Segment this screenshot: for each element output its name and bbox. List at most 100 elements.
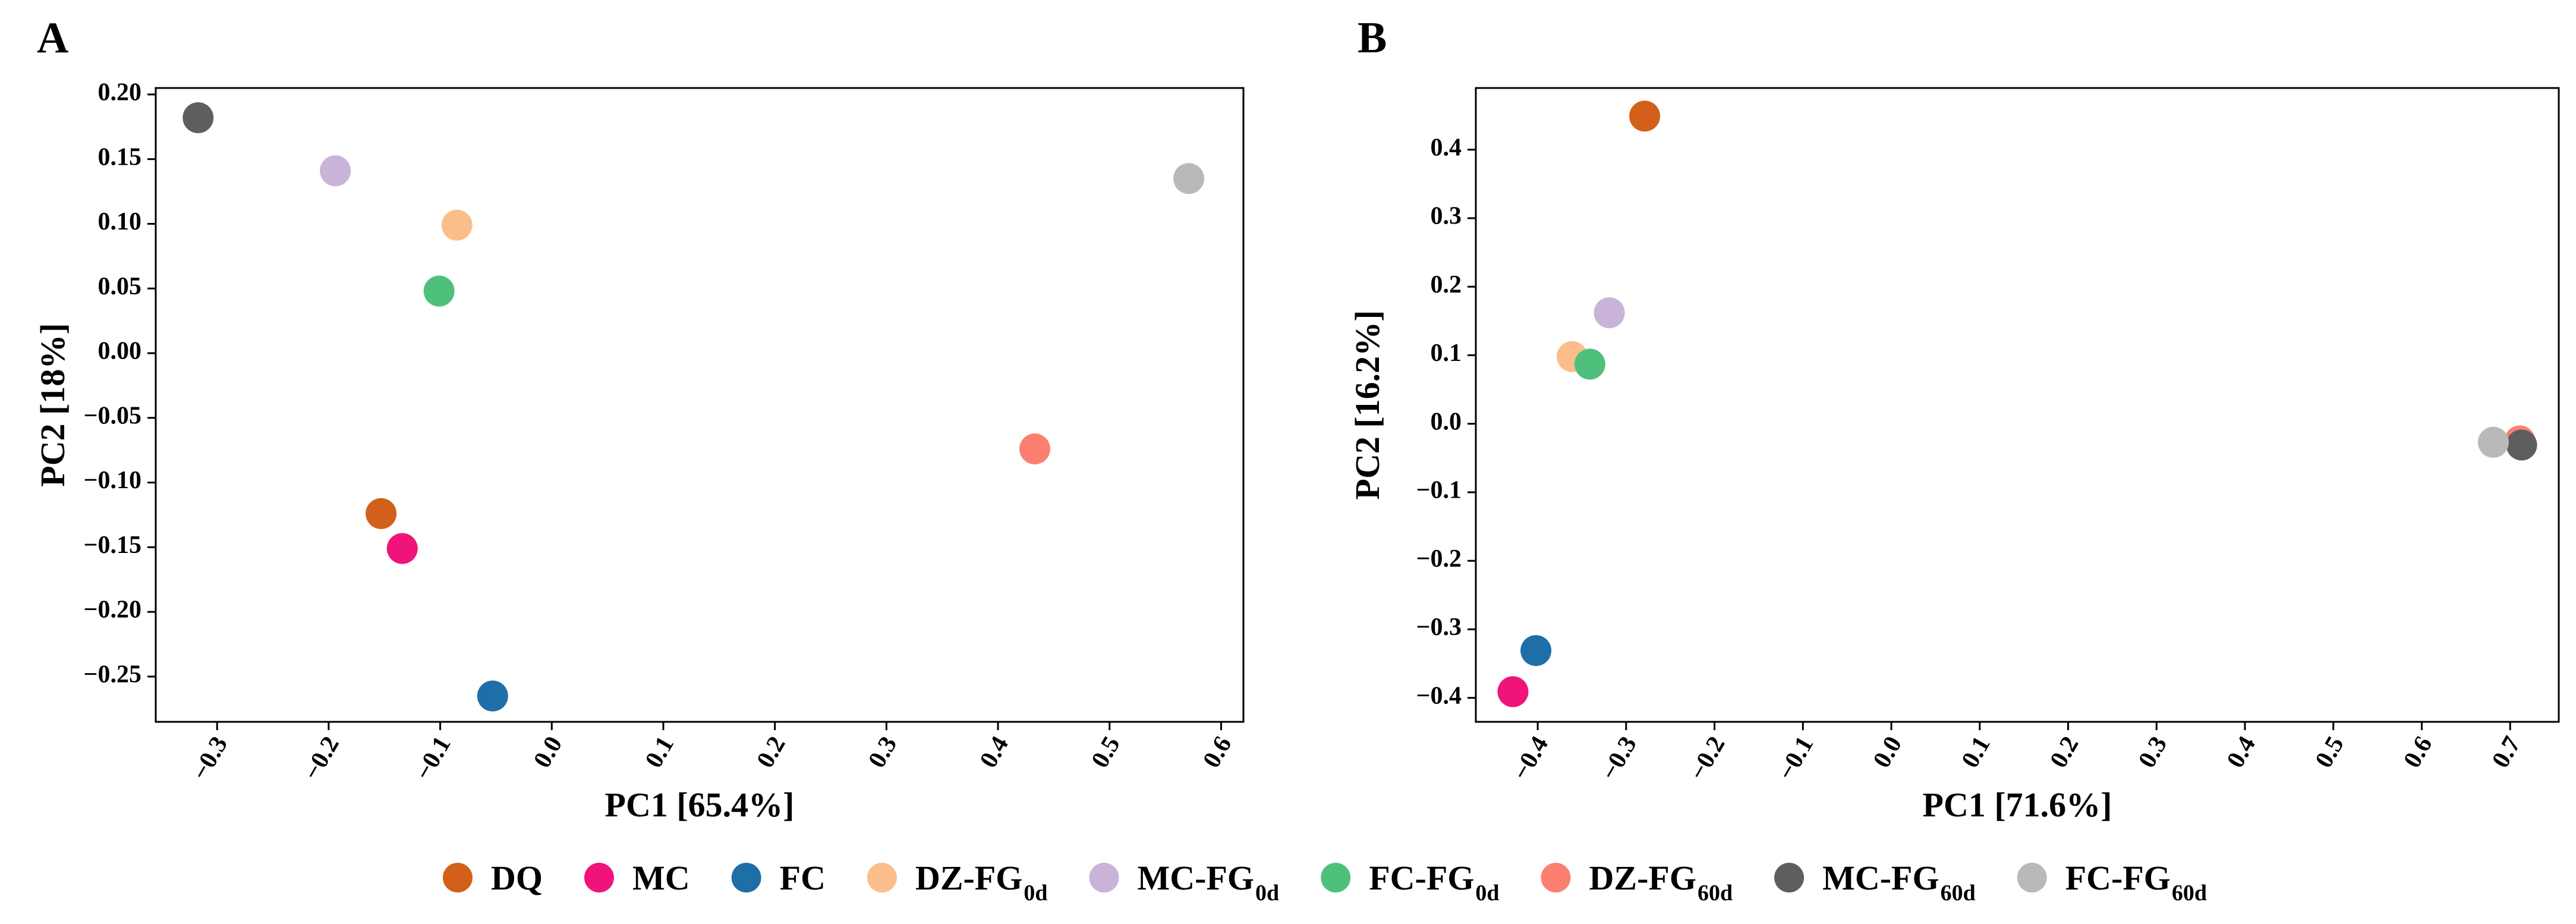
x-tick-label: 0.0	[1868, 732, 1907, 772]
legend-subscript: 60d	[1698, 881, 1733, 906]
panel-label: B	[1358, 14, 1387, 62]
y-tick-label: −0.05	[84, 402, 141, 429]
y-tick-label: −0.15	[84, 532, 141, 559]
legend-marker	[2017, 863, 2047, 892]
x-tick-label: −0.3	[1596, 732, 1642, 785]
legend-label: DQ	[491, 859, 543, 897]
legend-subscript: 0d	[1024, 881, 1047, 906]
x-tick-label: 0.1	[640, 732, 679, 772]
legend-item-dq: DQ	[443, 859, 543, 897]
y-tick-label: −0.2	[1416, 545, 1462, 573]
y-tick-label: 0.10	[98, 208, 142, 235]
point-dq	[366, 498, 397, 529]
y-tick-label: −0.20	[84, 596, 141, 624]
x-tick-label: 0.5	[2310, 732, 2350, 772]
x-tick-label: 0.1	[1957, 732, 1996, 772]
point-fc-fg60d	[1173, 163, 1205, 194]
point-mc-fg0d	[1594, 297, 1625, 328]
legend-label: DZ-FG	[915, 859, 1022, 897]
y-tick-label: 0.2	[1431, 271, 1462, 298]
x-tick-label: 0.4	[2222, 732, 2261, 772]
point-fc	[477, 680, 508, 712]
y-tick-label: 0.15	[98, 143, 142, 171]
y-tick-label: −0.1	[1416, 477, 1462, 504]
x-tick-label: −0.1	[410, 732, 456, 785]
legend-marker	[1774, 863, 1805, 892]
legend-label: FC-FG	[2065, 859, 2171, 897]
y-tick-label: −0.3	[1416, 614, 1462, 641]
legend-item-fc-fg60d: FC-FG 60d	[2017, 859, 2207, 906]
x-tick-label: 0.3	[863, 732, 902, 772]
legend-item-mc-fg0d: MC-FG 0d	[1089, 859, 1279, 906]
legend-marker	[1321, 863, 1351, 892]
x-tick-label: 0.3	[2133, 732, 2172, 772]
legend-marker	[1089, 863, 1119, 892]
y-axis-title: PC2 [18%]	[33, 323, 72, 486]
x-tick-label: −0.2	[298, 732, 345, 785]
point-fc-fg60d	[2477, 426, 2509, 458]
panel-label: A	[37, 14, 68, 62]
point-fc-fg0d	[423, 275, 455, 307]
legend-marker	[443, 863, 473, 892]
legend-label: FC	[780, 859, 826, 897]
x-tick-label: 0.4	[975, 732, 1014, 772]
legend-item-dz-fg0d: DZ-FG 0d	[867, 859, 1048, 906]
legend-marker	[731, 863, 761, 892]
point-fc-fg0d	[1574, 348, 1605, 380]
legend-item-fc: FC	[731, 859, 826, 897]
legend-subscript: 60d	[1941, 881, 1976, 906]
y-tick-label: 0.1	[1431, 340, 1462, 367]
point-mc-fg0d	[320, 155, 351, 187]
y-tick-label: −0.4	[1416, 682, 1462, 709]
legend-label: MC-FG	[1822, 859, 1939, 897]
legend-item-fc-fg0d: FC-FG 0d	[1321, 859, 1500, 906]
legend-item-mc-fg60d: MC-FG 60d	[1774, 859, 1976, 906]
legend-subscript: 0d	[1475, 881, 1499, 906]
y-tick-label: −0.25	[84, 661, 141, 688]
y-tick-label: 0.00	[98, 338, 142, 365]
point-mc	[386, 533, 418, 564]
y-axis-title: PC2 [16.2%]	[1348, 310, 1387, 500]
legend: DQ MC FC DZ-FG 0d MC-FG 0d FC-FG 0d DZ-FG 60d MC-FG…	[443, 859, 2207, 906]
legend-item-mc: MC	[584, 859, 690, 897]
legend-marker	[584, 863, 614, 892]
panel-b: B −0.4 −0.3 −0.2 −0.1 0.0 0.1 0.2 0.3 0.4 0.5 0.6 0.…	[1348, 14, 2560, 824]
x-tick-label: 0.6	[2398, 732, 2438, 772]
x-tick-label: 0.2	[2045, 732, 2084, 772]
legend-label: FC-FG	[1369, 859, 1474, 897]
x-tick-label: 0.0	[528, 732, 568, 772]
x-tick-label: −0.1	[1772, 732, 1819, 785]
x-tick-label: −0.3	[187, 732, 233, 785]
point-fc	[1520, 635, 1552, 667]
x-tick-label: 0.7	[2487, 732, 2526, 772]
point-mc-fg60d	[2506, 429, 2537, 461]
x-tick-label: −0.4	[1507, 732, 1554, 785]
panel-a: A −0.3 −0.2 −0.1 0.0 0.1 0.2 0.3 0.4 0.5 0.6 −0.25 −…	[33, 14, 1245, 824]
x-tick-label: 0.2	[752, 732, 791, 772]
point-dz-fg60d	[1019, 433, 1051, 464]
legend-marker	[1541, 863, 1571, 892]
x-tick-label: 0.6	[1198, 732, 1237, 772]
legend-marker	[867, 863, 897, 892]
y-tick-label: 0.05	[98, 273, 142, 300]
legend-label: MC	[632, 859, 690, 897]
legend-item-dz-fg60d: DZ-FG 60d	[1541, 859, 1733, 906]
legend-label: DZ-FG	[1589, 859, 1696, 897]
legend-subscript: 0d	[1255, 881, 1279, 906]
x-axis-title: PC1 [65.4%]	[605, 785, 795, 824]
legend-subscript: 60d	[2172, 881, 2207, 906]
legend-label: MC-FG	[1138, 859, 1255, 897]
y-tick-label: −0.10	[84, 467, 141, 494]
x-axis-title: PC1 [71.6%]	[1923, 785, 2112, 824]
plot-frame	[1475, 87, 2560, 723]
y-tick-label: 0.0	[1431, 408, 1462, 435]
y-tick-label: 0.20	[98, 79, 142, 106]
point-dz-fg0d	[441, 209, 473, 241]
point-mc-fg60d	[182, 102, 214, 134]
point-mc	[1497, 676, 1529, 708]
y-tick-label: 0.4	[1431, 134, 1462, 161]
point-dq	[1629, 100, 1661, 132]
x-tick-label: 0.5	[1087, 732, 1126, 772]
x-tick-label: −0.2	[1684, 732, 1731, 785]
